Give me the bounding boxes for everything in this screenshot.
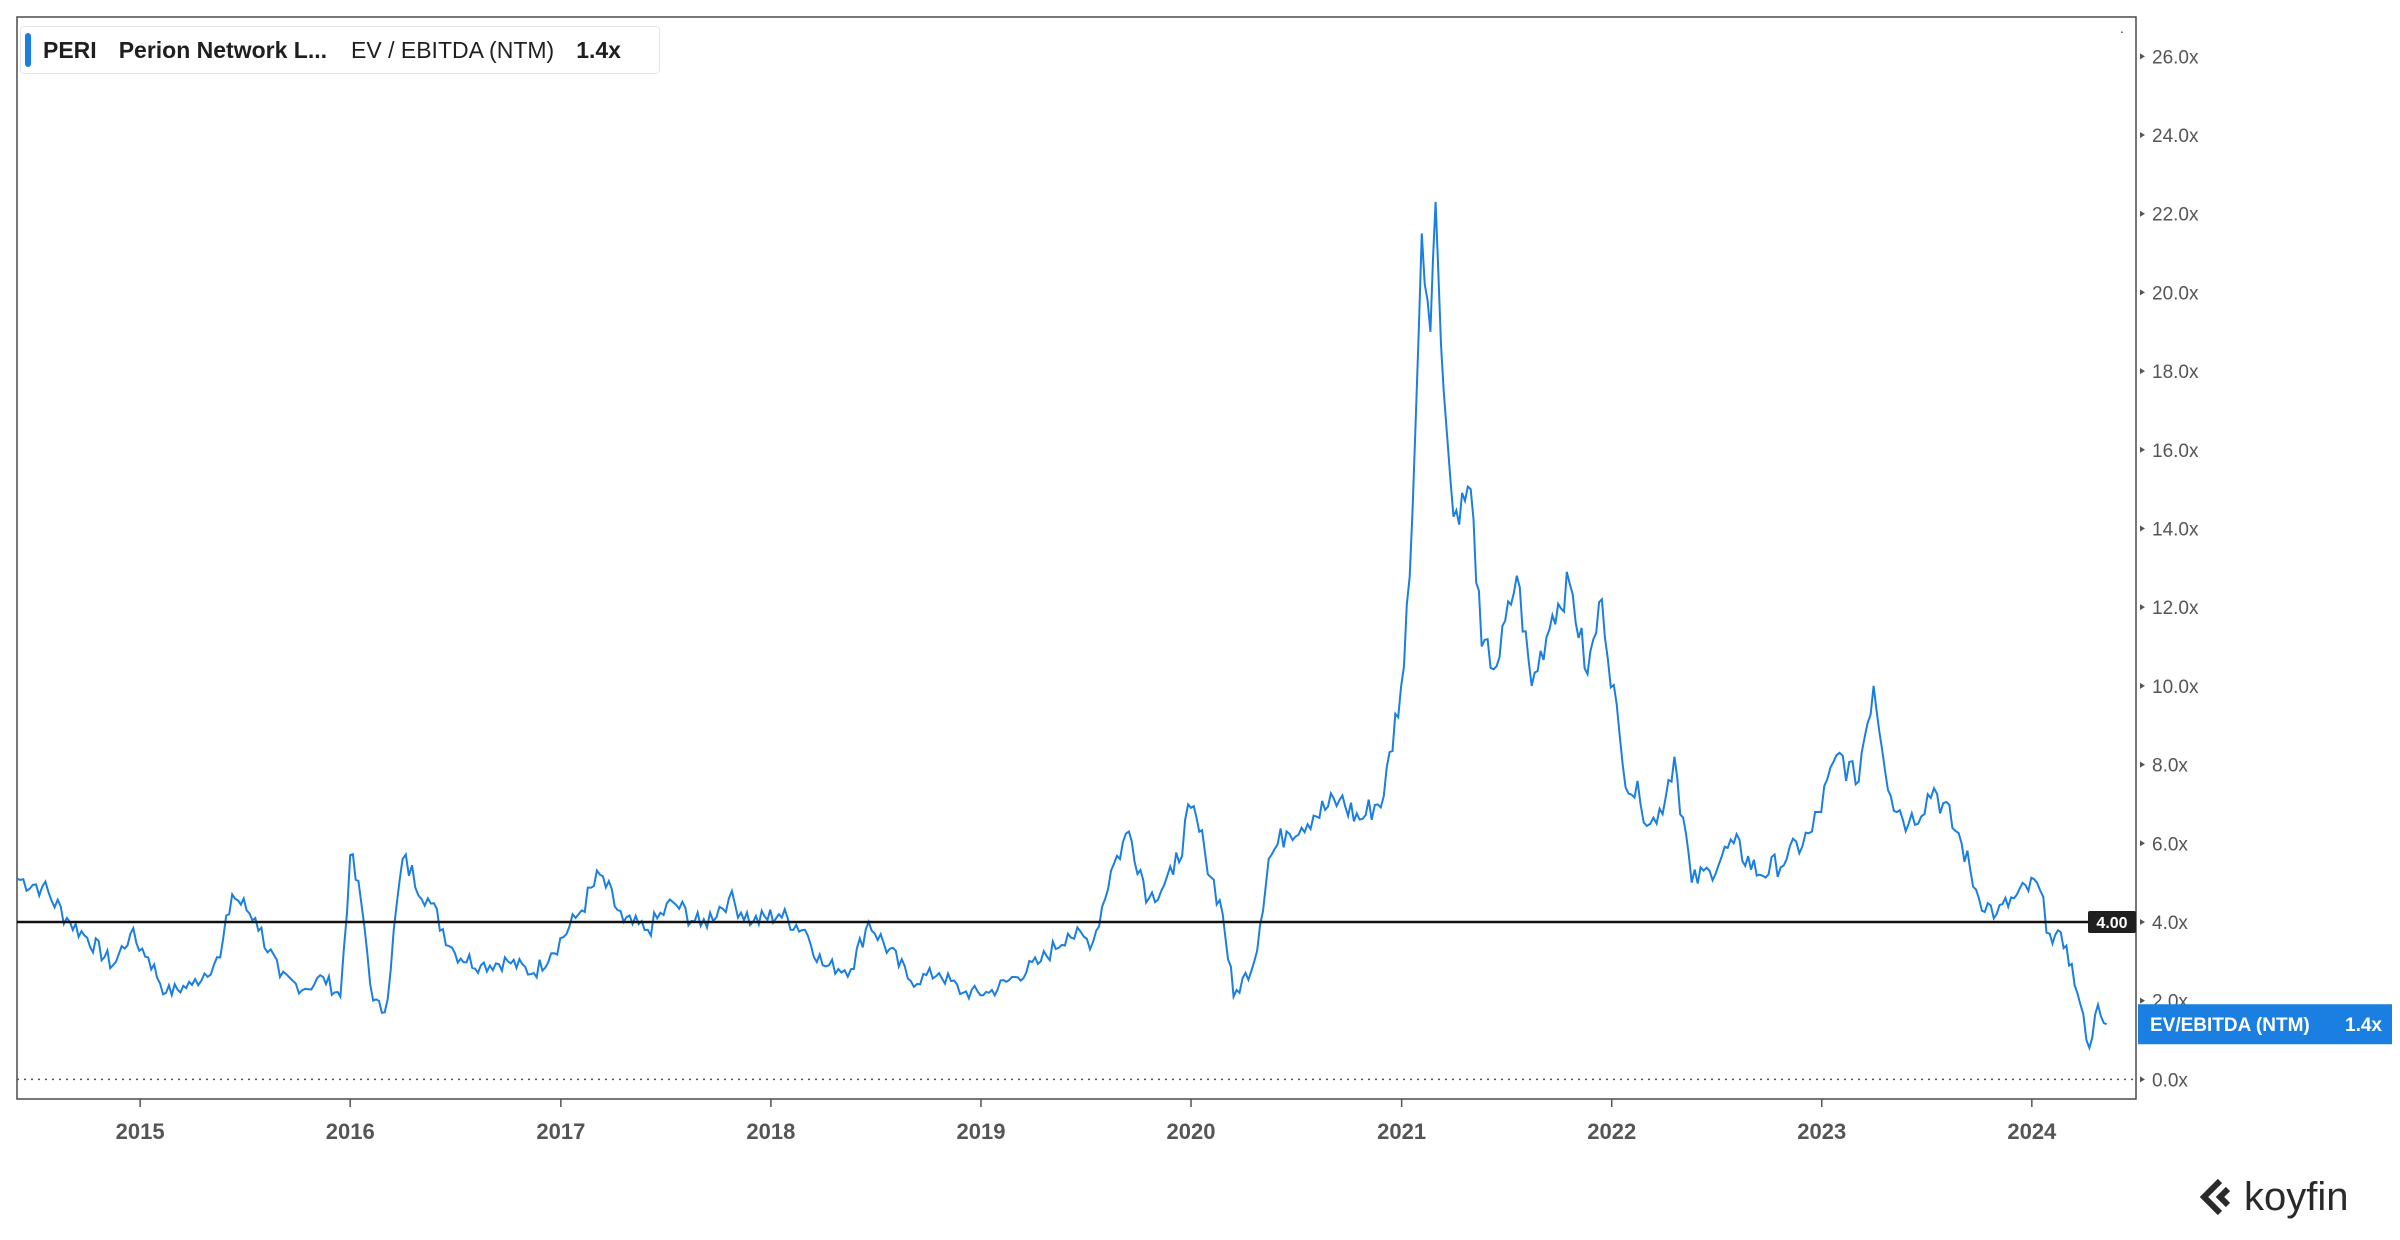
- y-tick-mark: [2140, 132, 2145, 139]
- x-tick-label: 2023: [1797, 1119, 1846, 1144]
- y-tick-mark: [2140, 918, 2145, 925]
- last-value-badge: EV/EBITDA (NTM) 1.4x: [2138, 1004, 2392, 1045]
- koyfin-logo: koyfin: [2198, 1175, 2349, 1219]
- y-axis: 0.0x2.0x4.0x6.0x8.0x10.0x12.0x14.0x16.0x…: [2140, 47, 2199, 1091]
- y-tick-mark: [2140, 1076, 2145, 1083]
- y-tick-label: 8.0x: [2152, 756, 2188, 777]
- x-tick-label: 2016: [326, 1119, 375, 1144]
- y-tick-mark: [2140, 761, 2145, 768]
- y-tick-label: 0.0x: [2152, 1070, 2188, 1091]
- y-tick-mark: [2140, 53, 2145, 60]
- x-tick-label: 2018: [746, 1119, 795, 1144]
- y-tick-mark: [2140, 840, 2145, 847]
- koyfin-logo-text: koyfin: [2244, 1174, 2349, 1219]
- legend-color-marker: [25, 33, 31, 67]
- last-value-number: 1.4x: [2345, 1015, 2382, 1036]
- legend-company-name: Perion Network L...: [118, 36, 328, 63]
- y-tick-mark: [2140, 997, 2145, 1004]
- plot-frame: [16, 16, 2137, 1100]
- y-tick-label: 22.0x: [2152, 205, 2199, 226]
- y-tick-mark: [2140, 682, 2145, 689]
- x-tick-label: 2015: [116, 1119, 165, 1144]
- x-axis: 2015 2016 2017 2018 2019 2020 2021 2022 2023 2024: [116, 1099, 2057, 1144]
- y-tick-label: 14.0x: [2152, 519, 2199, 540]
- reference-line-label: 4.00: [2096, 915, 2127, 932]
- reference-line-badge: 4.00: [2088, 910, 2136, 933]
- y-tick-mark: [2140, 604, 2145, 611]
- y-tick-label: 12.0x: [2152, 598, 2199, 619]
- x-tick-label: 2022: [1587, 1119, 1636, 1144]
- koyfin-logo-icon: [2199, 1178, 2231, 1216]
- y-tick-mark: [2140, 368, 2145, 375]
- last-value-series-name: EV/EBITDA (NTM): [2150, 1015, 2310, 1036]
- y-tick-mark: [2140, 525, 2145, 532]
- x-tick-label: 2019: [956, 1119, 1005, 1144]
- x-tick-label: 2020: [1167, 1119, 1216, 1144]
- series-legend[interactable]: PERI Perion Network L... EV / EBITDA (NT…: [20, 26, 660, 74]
- y-tick-label: 20.0x: [2152, 283, 2199, 304]
- y-tick-label: 4.0x: [2152, 913, 2188, 934]
- y-tick-mark: [2140, 446, 2145, 453]
- y-tick-label: 6.0x: [2152, 834, 2188, 855]
- corner-dot: .: [2120, 20, 2124, 36]
- y-tick-mark: [2140, 289, 2145, 296]
- x-tick-label: 2021: [1377, 1119, 1426, 1144]
- legend-metric: EV / EBITDA (NTM): [351, 36, 555, 63]
- x-tick-label: 2017: [536, 1119, 585, 1144]
- y-tick-mark: [2140, 210, 2145, 217]
- y-tick-label: 26.0x: [2152, 47, 2199, 68]
- legend-value: 1.4x: [576, 36, 621, 63]
- y-tick-label: 18.0x: [2152, 362, 2199, 383]
- y-tick-label: 16.0x: [2152, 441, 2199, 462]
- x-tick-label: 2024: [2007, 1119, 2057, 1144]
- series-line: [16, 201, 2107, 1052]
- legend-ticker: PERI: [43, 36, 97, 63]
- y-tick-label: 10.0x: [2152, 677, 2199, 698]
- y-tick-label: 24.0x: [2152, 126, 2199, 147]
